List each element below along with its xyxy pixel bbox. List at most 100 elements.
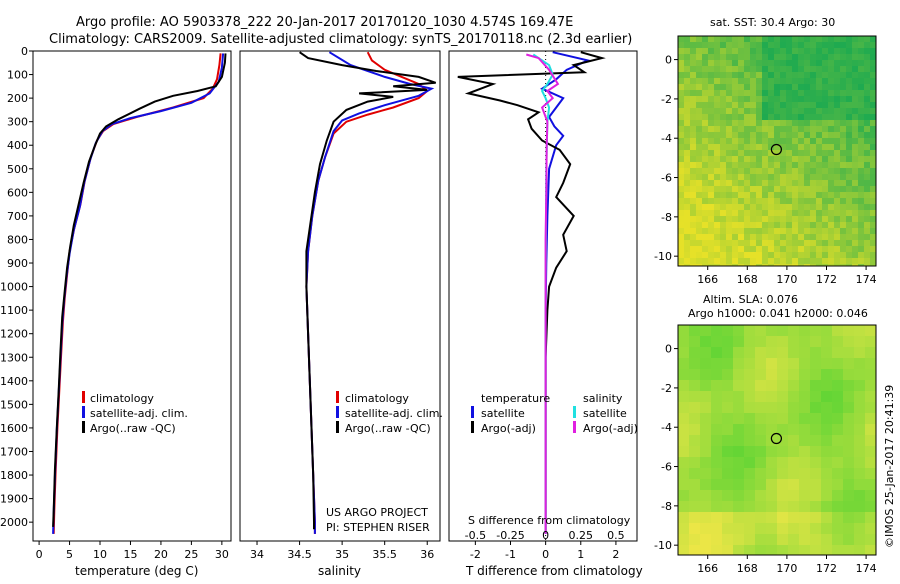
- map-cell: [774, 258, 781, 265]
- map-cell: [840, 120, 847, 127]
- map-cell: [744, 479, 756, 491]
- map-cell: [864, 222, 871, 229]
- map-cell: [766, 424, 778, 436]
- map-cell: [840, 222, 847, 229]
- map-cell: [852, 54, 859, 61]
- map-cell: [786, 42, 793, 49]
- map-cell: [768, 246, 775, 253]
- map-cell: [798, 222, 805, 229]
- map-cell: [865, 457, 876, 469]
- map-cell: [846, 144, 853, 151]
- map-cell: [865, 369, 876, 381]
- map-cell: [766, 358, 778, 370]
- map-cell: [702, 66, 709, 73]
- map-cell: [870, 246, 876, 253]
- map-cell: [714, 252, 721, 259]
- map-cell: [786, 138, 793, 145]
- series-s-argo-adj-: [526, 53, 560, 534]
- map-cell: [788, 534, 800, 546]
- map-cell: [832, 325, 844, 337]
- map-cell: [788, 402, 800, 414]
- map-cell: [696, 54, 703, 61]
- map-cell: [678, 168, 685, 175]
- map-cell: [690, 36, 697, 43]
- y-tick-label: 1400: [0, 375, 28, 388]
- map-cell: [786, 84, 793, 91]
- map-cell: [834, 66, 841, 73]
- map-cell: [684, 168, 691, 175]
- map-cell: [792, 144, 799, 151]
- map-cell: [678, 48, 685, 55]
- map-cell: [720, 102, 727, 109]
- header-line-2: Climatology: CARS2009. Satellite-adjuste…: [49, 32, 632, 47]
- map-cell: [678, 457, 690, 469]
- map-cell: [708, 102, 715, 109]
- map-cell: [858, 204, 865, 211]
- map-cell: [780, 144, 787, 151]
- map-cell: [792, 90, 799, 97]
- map-cell: [828, 192, 835, 199]
- map-cell: [788, 369, 800, 381]
- map-x-tick-label: 172: [816, 562, 837, 575]
- map-cell: [684, 162, 691, 169]
- map-cell: [798, 210, 805, 217]
- map-cell: [711, 435, 723, 447]
- map-cell: [755, 358, 767, 370]
- map-cell: [726, 114, 733, 121]
- map-cell: [840, 210, 847, 217]
- map-cell: [690, 258, 697, 265]
- map-cell: [726, 144, 733, 151]
- map-cell: [708, 180, 715, 187]
- x-tick-label: -2: [470, 548, 481, 561]
- map-cell: [738, 150, 745, 157]
- sst-argo-position-marker: [770, 143, 783, 156]
- map-cell: [744, 347, 756, 359]
- map-cell: [708, 234, 715, 241]
- map-cell: [840, 180, 847, 187]
- x-tick-label: 35.5: [372, 548, 397, 561]
- map-cell: [755, 468, 767, 480]
- map-cell: [792, 72, 799, 79]
- map-cell: [792, 180, 799, 187]
- y-tick-label: 1000: [0, 281, 28, 294]
- map-cell: [858, 168, 865, 175]
- map-cell: [700, 325, 712, 337]
- map-cell: [858, 156, 865, 163]
- map-x-tick-label: 170: [776, 273, 797, 286]
- map-cell: [690, 78, 697, 85]
- map-cell: [733, 347, 745, 359]
- map-cell: [774, 264, 781, 266]
- map-cell: [768, 54, 775, 61]
- map-cell: [865, 534, 876, 546]
- map-cell: [852, 186, 859, 193]
- map-cell: [780, 264, 787, 266]
- map-cell: [804, 216, 811, 223]
- map-cell: [702, 96, 709, 103]
- map-cell: [843, 490, 855, 502]
- map-cell: [870, 138, 876, 145]
- map-cell: [696, 156, 703, 163]
- map-cell: [810, 358, 822, 370]
- map-cell: [726, 66, 733, 73]
- map-cell: [840, 54, 847, 61]
- map-cell: [744, 102, 751, 109]
- map-cell: [792, 228, 799, 235]
- x-tick-label: 34.5: [287, 548, 312, 561]
- map-cell: [714, 258, 721, 265]
- map-cell: [843, 468, 855, 480]
- map-cell: [788, 325, 800, 337]
- map-cell: [858, 126, 865, 133]
- map-cell: [744, 72, 751, 79]
- map-cell: [690, 132, 697, 139]
- map-cell: [738, 234, 745, 241]
- map-cell: [750, 228, 757, 235]
- map-cell: [865, 380, 876, 392]
- map-cell: [774, 42, 781, 49]
- map-cell: [843, 424, 855, 436]
- map-cell: [755, 336, 767, 348]
- map-cell: [756, 192, 763, 199]
- map-cell: [738, 102, 745, 109]
- map-cell: [780, 78, 787, 85]
- map-cell: [846, 90, 853, 97]
- map-cell: [864, 108, 871, 115]
